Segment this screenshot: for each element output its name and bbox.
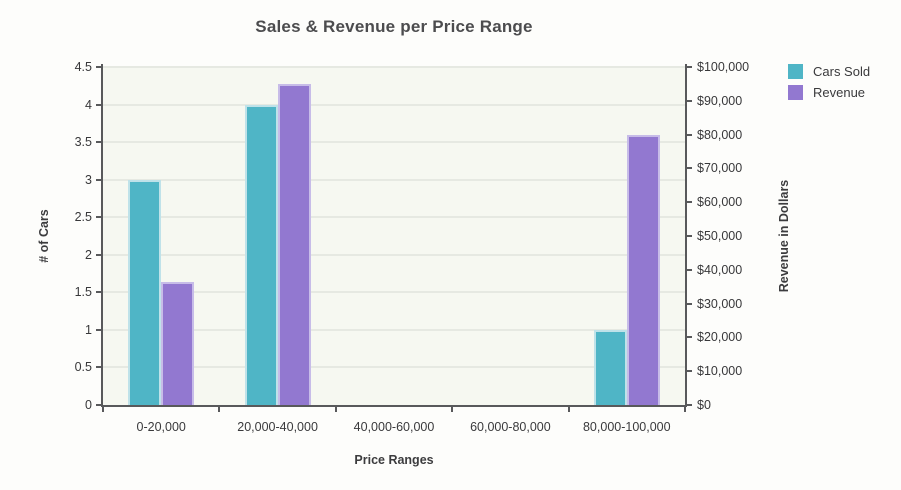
right-axis-tick-label: $50,000 (697, 229, 743, 243)
left-axis-tick-label: 2.5 (74, 210, 92, 225)
bar-revenue (626, 134, 660, 405)
gridline (103, 141, 685, 144)
right-axis-tick-label: $0 (697, 398, 711, 412)
legend-swatch (788, 85, 803, 100)
bar-cars-sold (593, 329, 627, 405)
legend-item-cars-sold: Cars Sold (788, 64, 870, 79)
left-axis-tick (96, 66, 102, 68)
right-axis-tick (686, 235, 692, 237)
legend-swatch (788, 64, 803, 79)
right-axis-tick (686, 167, 692, 170)
category-label: 40,000-60,000 (353, 420, 435, 434)
left-axis-tick (96, 253, 102, 256)
right-axis-tick-label: $10,000 (697, 364, 743, 379)
right-axis-tick (686, 404, 692, 406)
left-axis-tick-label: 4.5 (74, 60, 92, 74)
right-axis-tick (686, 133, 692, 136)
right-axis-tick-label: $30,000 (697, 296, 743, 311)
right-axis-tick (686, 201, 692, 204)
left-axis-tick-label: 3.5 (74, 135, 92, 150)
right-axis-tick-label: $20,000 (697, 330, 743, 345)
gridline (103, 366, 685, 369)
left-axis-title: # of Cars (37, 209, 51, 263)
bottom-axis-tick (451, 405, 454, 412)
right-axis-tick (686, 370, 692, 373)
legend-label: Cars Sold (813, 64, 871, 79)
category-label: 0-20,000 (136, 420, 186, 434)
bar-revenue (277, 83, 311, 405)
bar-revenue (161, 281, 195, 405)
bar-cars-sold (244, 104, 278, 405)
left-axis-tick-label: 1 (85, 322, 92, 337)
gridline (103, 291, 685, 294)
legend-label: Revenue (813, 85, 866, 100)
right-axis-tick-label: $80,000 (697, 127, 743, 142)
left-axis-tick-label: 0 (85, 398, 92, 412)
left-axis-tick-label: 0.5 (74, 360, 92, 375)
category-label: 80,000-100,000 (582, 420, 671, 434)
right-axis-tick (686, 99, 692, 102)
left-axis-line (101, 64, 103, 407)
left-axis-tick-label: 1.5 (74, 285, 92, 300)
gridline (103, 216, 685, 219)
category-label: 20,000-40,000 (237, 420, 318, 434)
right-axis-tick-label: $100,000 (697, 60, 750, 74)
left-axis-tick-label: 3 (85, 172, 92, 187)
gridline (103, 328, 685, 331)
bar-cars-sold (128, 179, 162, 405)
left-axis-tick (96, 141, 102, 144)
gridline (103, 178, 685, 181)
x-axis-title: Price Ranges (354, 453, 434, 467)
bottom-axis-tick (102, 405, 104, 412)
bottom-axis-tick (334, 405, 337, 412)
gridline (103, 253, 685, 256)
legend: Cars Sold Revenue (788, 64, 870, 106)
legend-item-revenue: Revenue (788, 85, 870, 100)
gridline (103, 103, 685, 106)
bottom-axis-line (101, 405, 687, 407)
right-axis-title: Revenue in Dollars (777, 179, 791, 293)
left-axis-tick (96, 291, 102, 294)
chart-title: Sales & Revenue per Price Range (255, 17, 533, 36)
right-axis-tick-label: $40,000 (697, 262, 743, 277)
gridline (103, 66, 685, 68)
bottom-axis-tick (218, 405, 221, 412)
left-axis-tick (96, 328, 102, 331)
left-axis-tick (96, 216, 102, 219)
left-axis-tick (96, 404, 102, 406)
right-axis-tick (686, 268, 692, 271)
bottom-axis-tick (567, 405, 570, 412)
right-axis-tick (686, 302, 692, 305)
right-axis-tick-label: $70,000 (697, 161, 743, 176)
category-label: 60,000-80,000 (470, 420, 551, 434)
left-axis-tick-label: 2 (85, 247, 92, 262)
right-axis-tick (686, 336, 692, 339)
right-axis-tick-label: $60,000 (697, 195, 743, 210)
left-axis-tick (96, 178, 102, 181)
bottom-axis-tick (684, 405, 686, 412)
right-axis-tick (686, 66, 692, 68)
left-axis-tick (96, 366, 102, 369)
left-axis-tick-label: 4 (85, 97, 92, 112)
left-axis-tick (96, 103, 102, 106)
plot-area (103, 66, 685, 405)
right-axis-tick-label: $90,000 (697, 93, 743, 108)
